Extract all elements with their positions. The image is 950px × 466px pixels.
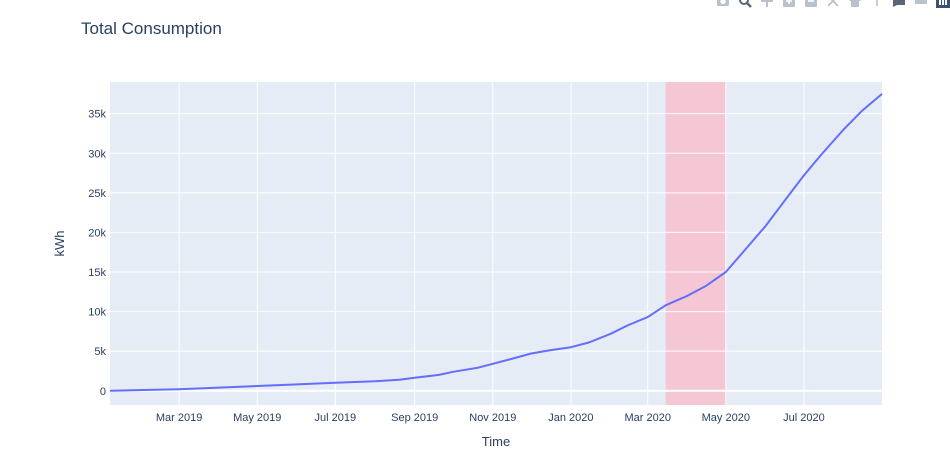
y-tick-label: 25k bbox=[88, 188, 106, 200]
x-tick-label: Sep 2019 bbox=[391, 412, 438, 424]
x-axis-title: Time bbox=[482, 434, 510, 449]
zoom-out-icon[interactable] bbox=[804, 0, 818, 8]
y-tick-label: 30k bbox=[88, 148, 106, 160]
autoscale-icon[interactable] bbox=[826, 0, 840, 8]
x-tick-label: Mar 2020 bbox=[624, 412, 670, 424]
chart-title: Total Consumption bbox=[81, 19, 222, 38]
series-line[interactable] bbox=[109, 93, 883, 392]
x-tick-label: Nov 2019 bbox=[469, 412, 516, 424]
x-tick-label: Jul 2020 bbox=[783, 412, 825, 424]
y-axis-title: kWh bbox=[52, 231, 67, 257]
y-tick-label: 35k bbox=[88, 109, 106, 121]
y-tick-label: 15k bbox=[88, 267, 106, 279]
y-tick-label: 5k bbox=[94, 346, 106, 358]
hover-closest-icon[interactable] bbox=[892, 0, 906, 8]
y-tick-label: 20k bbox=[88, 227, 106, 239]
zoom-icon[interactable] bbox=[738, 0, 752, 8]
x-tick-label: Jul 2019 bbox=[315, 412, 357, 424]
x-tick-label: May 2020 bbox=[702, 412, 750, 424]
spike-lines-icon[interactable] bbox=[870, 0, 884, 8]
pan-icon[interactable] bbox=[760, 0, 774, 8]
y-tick-label: 0 bbox=[100, 386, 106, 398]
reset-axes-icon[interactable] bbox=[848, 0, 862, 8]
y-tick-label: 10k bbox=[88, 307, 106, 319]
modebar bbox=[716, 0, 950, 8]
zoom-in-icon[interactable] bbox=[782, 0, 796, 8]
x-tick-label: Mar 2019 bbox=[156, 412, 202, 424]
camera-icon[interactable] bbox=[716, 0, 730, 8]
x-tick-label: May 2019 bbox=[233, 412, 281, 424]
x-tick-label: Jan 2020 bbox=[548, 412, 593, 424]
plot-area bbox=[110, 82, 882, 405]
highlight-band bbox=[665, 82, 726, 405]
plotly-logo-icon[interactable] bbox=[936, 0, 950, 8]
hover-compare-icon[interactable] bbox=[914, 0, 928, 8]
